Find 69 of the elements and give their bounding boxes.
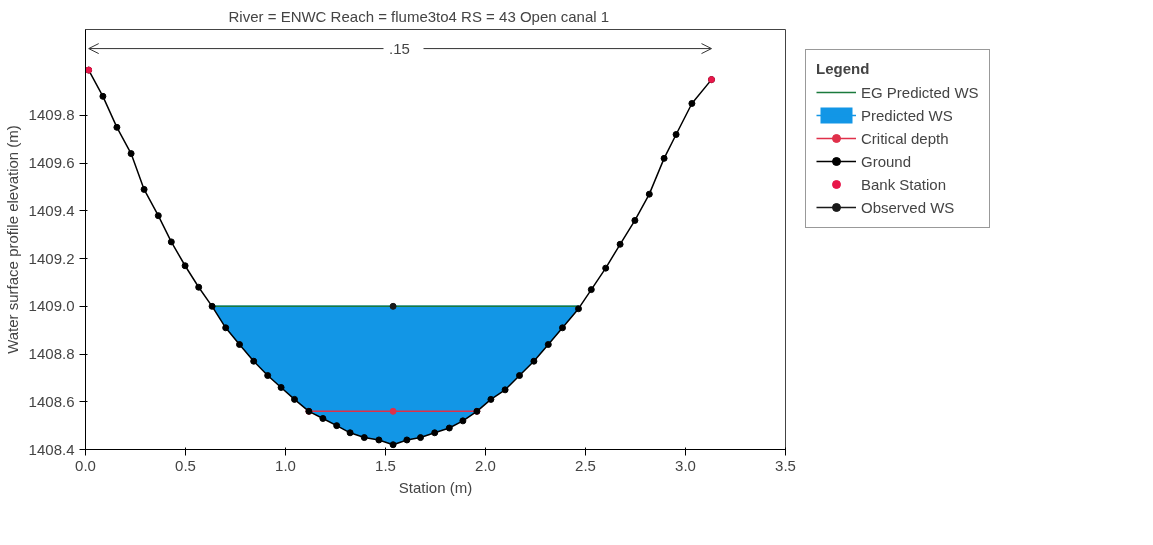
point bbox=[660, 154, 668, 162]
y-tick-label: 1408.6 bbox=[28, 392, 75, 410]
point bbox=[575, 305, 582, 313]
legend-label: Predicted WS bbox=[861, 106, 953, 124]
legend-label: Critical depth bbox=[861, 129, 949, 147]
point bbox=[459, 417, 467, 425]
point bbox=[208, 302, 216, 310]
point bbox=[360, 434, 368, 442]
y-tick-label: 1409.4 bbox=[28, 201, 75, 219]
point bbox=[487, 395, 495, 403]
x-tick-label: 2.0 bbox=[475, 456, 496, 474]
y-tick-label: 1408.8 bbox=[28, 345, 75, 363]
x-tick-label: 3.5 bbox=[775, 456, 796, 474]
point bbox=[250, 357, 258, 365]
point bbox=[544, 341, 552, 348]
y-tick-label: 1409.6 bbox=[28, 154, 75, 172]
y-axis-title: Water surface profile elevation (m) bbox=[3, 125, 21, 354]
point bbox=[631, 216, 639, 224]
point bbox=[264, 372, 272, 380]
y-tick-label: 1408.4 bbox=[28, 440, 75, 458]
annotation: .15 bbox=[389, 39, 410, 57]
legend-label: EG Predicted WS bbox=[861, 83, 979, 101]
point bbox=[319, 414, 327, 422]
legend-label: Bank Station bbox=[861, 175, 947, 193]
point bbox=[417, 434, 424, 442]
point bbox=[516, 372, 523, 380]
point bbox=[140, 185, 148, 193]
x-tick-label: 3.0 bbox=[675, 456, 696, 474]
y-tick-label: 1409.0 bbox=[28, 297, 75, 315]
point bbox=[445, 424, 453, 432]
point bbox=[431, 429, 439, 437]
point bbox=[672, 131, 680, 138]
legend-title: Legend bbox=[816, 60, 871, 77]
point bbox=[530, 357, 538, 365]
point bbox=[375, 436, 383, 444]
x-tick-label: 1.0 bbox=[275, 456, 296, 474]
x-tick-label: 1.5 bbox=[375, 456, 396, 474]
point bbox=[99, 92, 107, 100]
point bbox=[688, 99, 696, 107]
point bbox=[167, 238, 175, 246]
point bbox=[346, 429, 354, 437]
point bbox=[277, 383, 285, 391]
point bbox=[236, 341, 243, 348]
point bbox=[587, 286, 595, 294]
point bbox=[222, 324, 230, 332]
legend-label: Observed WS bbox=[861, 198, 955, 216]
point bbox=[501, 386, 509, 394]
y-tick-label: 1409.2 bbox=[28, 249, 75, 267]
x-axis-title: Station (m) bbox=[398, 478, 473, 496]
point bbox=[602, 264, 610, 272]
point bbox=[389, 441, 397, 449]
point bbox=[127, 150, 135, 158]
point bbox=[291, 395, 298, 403]
legend-label: Ground bbox=[861, 152, 912, 170]
point bbox=[645, 190, 653, 198]
x-tick-label: 0.5 bbox=[175, 456, 196, 474]
point bbox=[616, 240, 624, 248]
point bbox=[389, 407, 397, 415]
chart-title: River = ENWC Reach = flume3to4 RS = 43 Open canal 1 bbox=[228, 7, 610, 25]
x-tick-label: 2.5 bbox=[575, 456, 596, 474]
point bbox=[559, 324, 566, 332]
point bbox=[403, 436, 411, 444]
point bbox=[154, 212, 162, 220]
point bbox=[113, 123, 121, 131]
point bbox=[333, 422, 341, 430]
point bbox=[181, 262, 189, 270]
x-tick-label: 0.0 bbox=[75, 456, 96, 474]
y-tick-label: 1409.8 bbox=[28, 106, 75, 124]
point bbox=[195, 283, 203, 291]
